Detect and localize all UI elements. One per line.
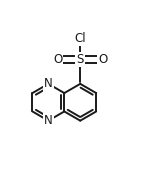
Text: S: S — [77, 53, 84, 66]
Text: O: O — [53, 53, 62, 66]
Text: N: N — [44, 77, 53, 90]
Text: O: O — [98, 53, 107, 66]
Text: Cl: Cl — [74, 32, 86, 45]
Text: N: N — [44, 114, 53, 127]
